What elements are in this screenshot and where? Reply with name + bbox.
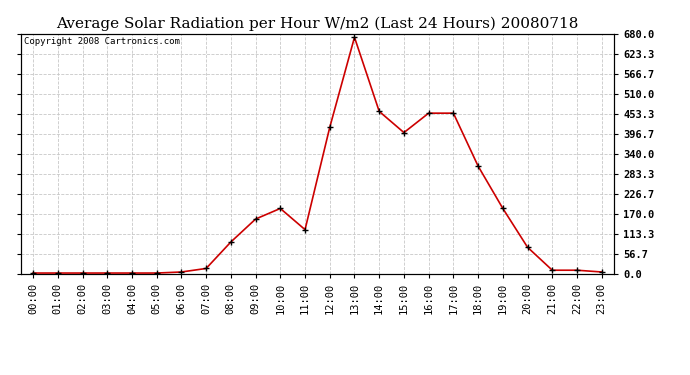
Title: Average Solar Radiation per Hour W/m2 (Last 24 Hours) 20080718: Average Solar Radiation per Hour W/m2 (L… (56, 17, 579, 31)
Text: Copyright 2008 Cartronics.com: Copyright 2008 Cartronics.com (23, 38, 179, 46)
